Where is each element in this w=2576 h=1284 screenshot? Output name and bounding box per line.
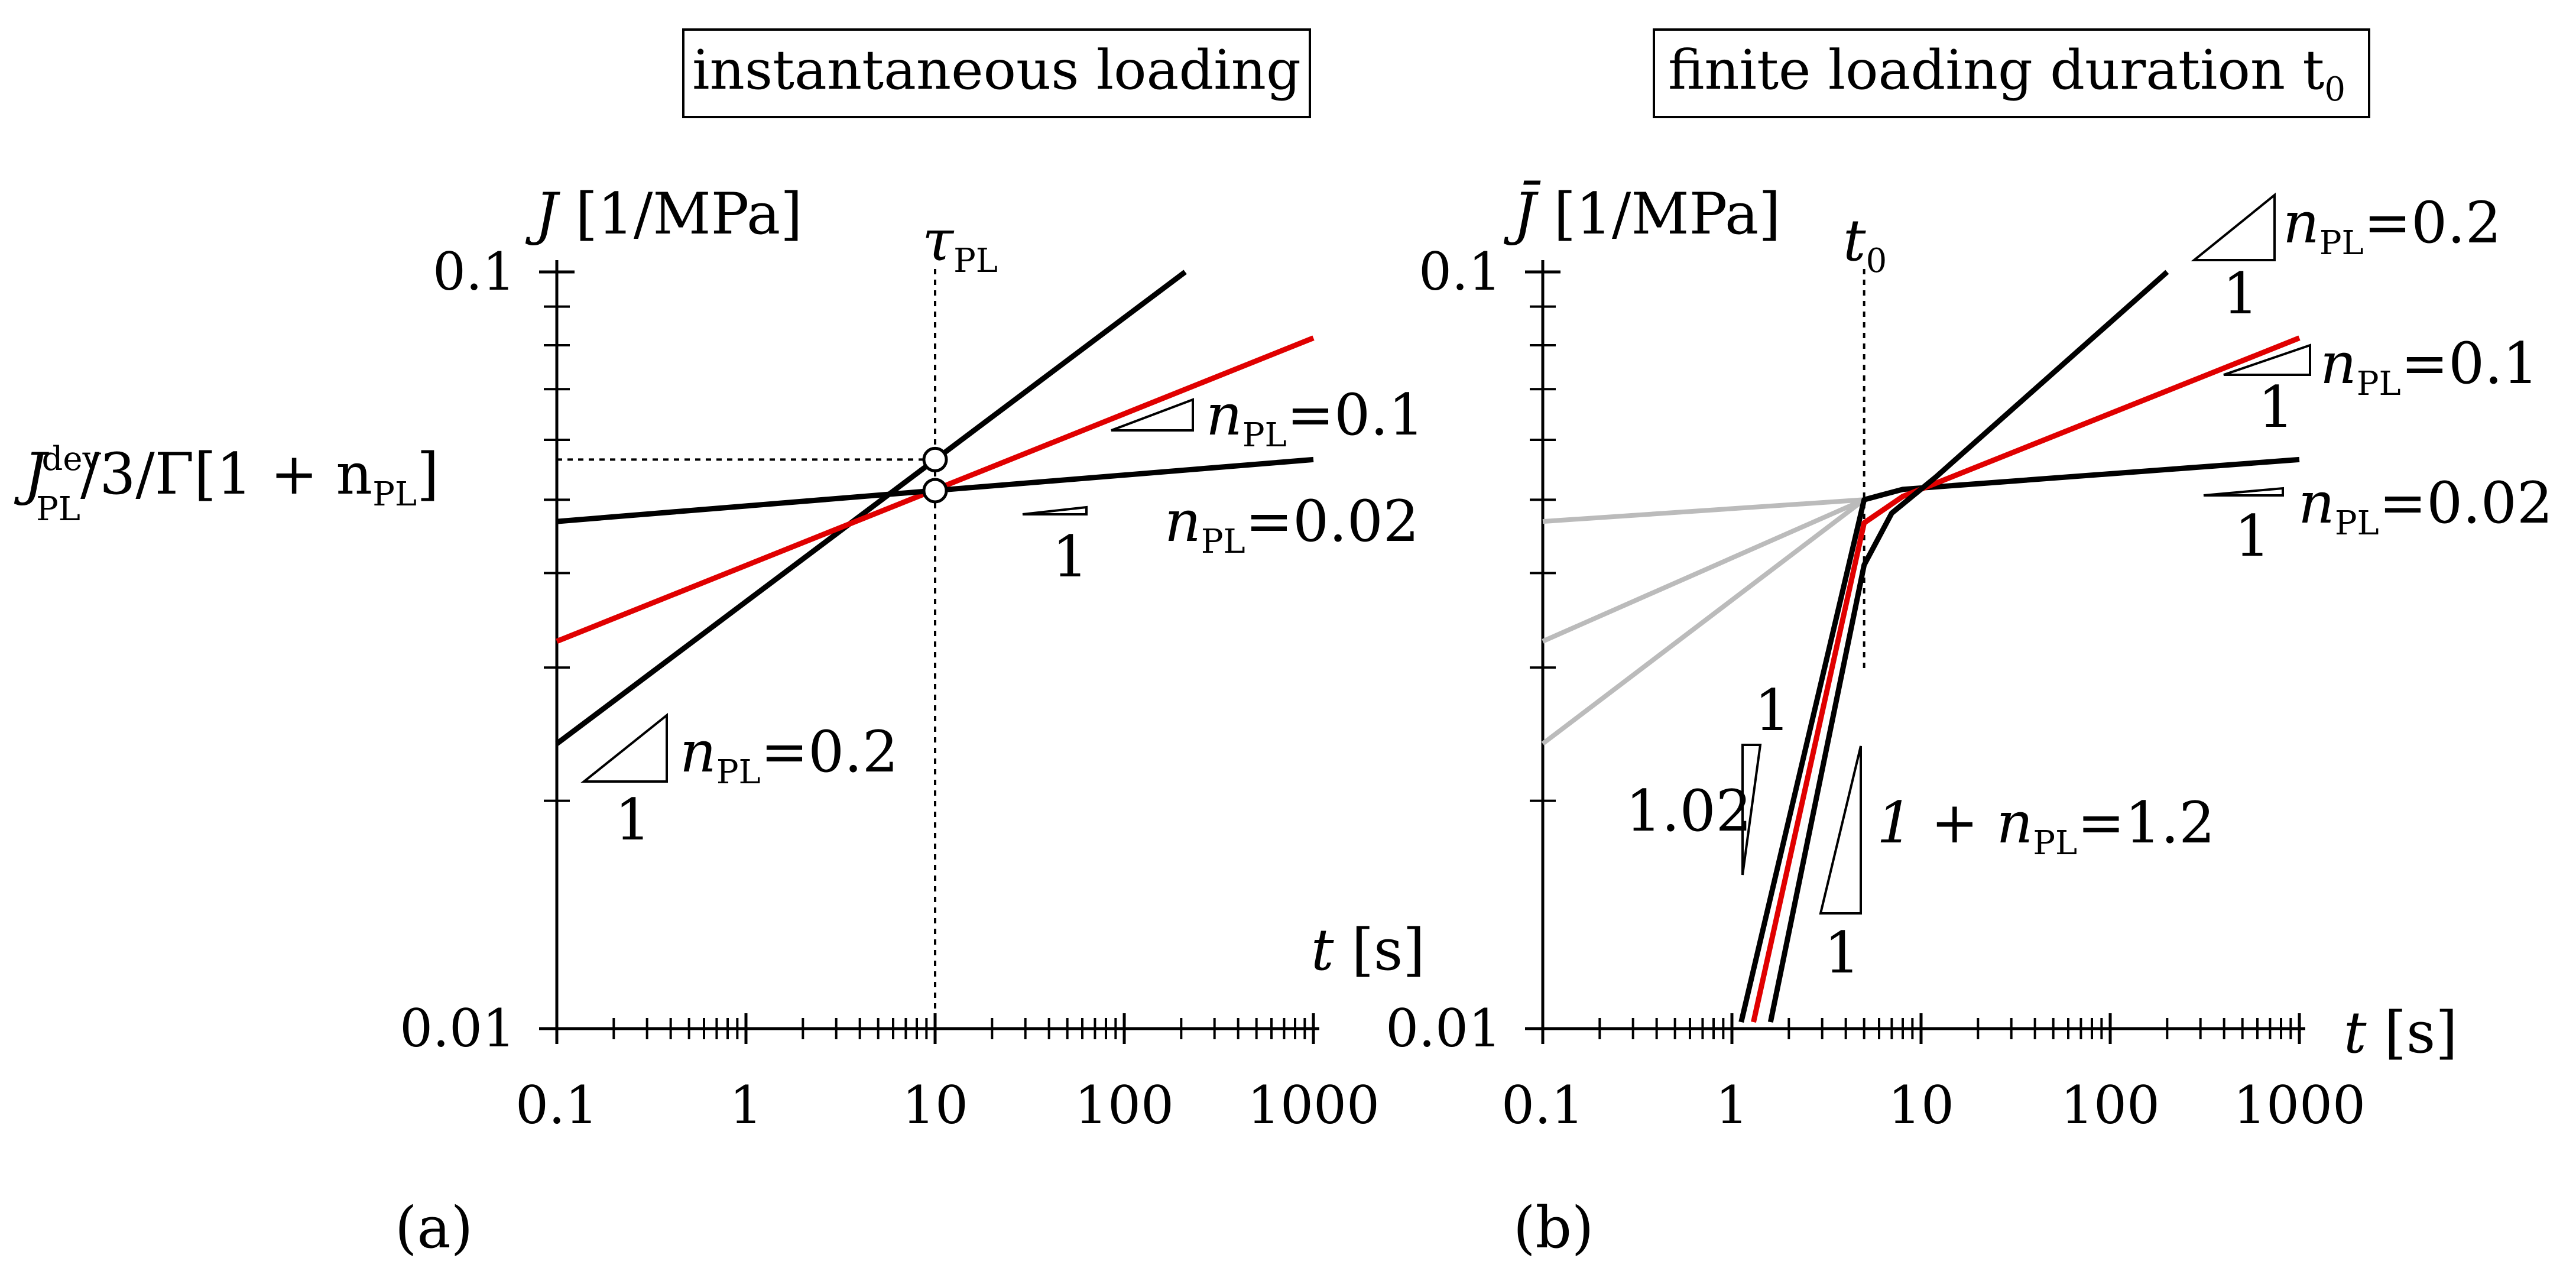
panel-a-slope-triangle-0.2 [580,712,668,783]
x-tick-label: 1 [729,1075,763,1136]
panel-b-ylabel: J̄ [1/MPa] [1503,181,1781,247]
panel-b-slope-run-1.02: 1 [1754,677,1790,744]
intersection-marker [922,446,948,472]
panel-a-label: (a) [395,1195,473,1261]
panel-b-vline-label: t0 [1843,207,1887,280]
x-tick-label: 1000 [2233,1075,2366,1136]
x-tick-label: 10 [1888,1075,1954,1136]
gray-series-line [1542,497,1864,524]
panel-a: instantaneous loading J [1/MPa] t [s] 0.1 1… [14,28,1425,1261]
panel-b-slope-triangle-1.02 [1741,744,1762,876]
x-tick-label: 10 [902,1075,968,1136]
panel-a-slope-label-0.2: nPL=0.2 [680,719,898,792]
panel-b-slope-label-1.02: 1.02 [1626,778,1752,844]
panel-b: finite loading duration t0 J̄ [1/MPa] t [s… [1386,28,2553,1261]
panel-b-slope-label-0.02: nPL=0.02 [2298,470,2553,543]
panel-b-slope-run-0.02: 1 [2234,503,2270,569]
panel-b-slope-label-0.1: nPL=0.1 [2320,330,2539,403]
panel-b-slope-triangle-0.2 [2191,192,2276,261]
series-line-n_PL=0.2 [1767,270,2169,1023]
panel-b-slope-run-0.1: 1 [2258,374,2294,440]
panel-b-series [1541,270,2301,1023]
panel-a-slope-label-0.02: nPL=0.02 [1164,488,1419,561]
panel-b-label: (b) [1513,1195,1594,1261]
panel-a-slope-run-0.02: 1 [1052,524,1088,590]
panel-b-slope-label-1.2: 1 + nPL=1.2 [1877,790,2215,863]
y-tick-label: 0.01 [400,998,515,1059]
panel-a-ylabel: J [1/MPa] [525,181,803,247]
panel-b-title-box [1653,28,2370,118]
y-tick-label: 0.1 [1419,241,1501,302]
gray-series-line [1542,497,1866,644]
y-tick-label: 0.01 [1386,998,1501,1059]
panel-b-slope-run-0.2: 1 [2223,261,2259,327]
x-tick-label: 1 [1715,1075,1748,1136]
panel-b-xlabel: t [s] [2344,1000,2458,1066]
panel-a-vline-label: τPL [922,207,998,280]
panel-a-xlabel: t [s] [1311,917,1425,983]
panel-a-hline-label: Jdev PL/3/Γ[1 + nPL] [14,440,439,528]
series-line-n_PL=0.02 [1738,456,2300,1023]
y-tick-label: 0.1 [433,241,515,302]
x-tick-label: 100 [2061,1075,2160,1136]
panel-b-slope-triangle-1.2 [1819,745,1862,915]
panel-b-slope-run-1.2: 1 [1824,920,1860,986]
panel-a-slope-label-0.1: nPL=0.1 [1206,382,1425,455]
panel-b-slope-triangle-0.1 [2223,343,2311,376]
panel-a-slope-run-0.2: 1 [615,787,651,853]
panel-a-slope-triangle-0.02 [1022,505,1088,515]
x-tick-label: 0.1 [1501,1075,1584,1136]
x-tick-label: 1000 [1247,1075,1380,1136]
intersection-marker [922,478,948,504]
panel-a-title: instantaneous loading [692,38,1301,102]
x-tick-label: 100 [1075,1075,1174,1136]
gray-series-line [1541,498,1866,746]
panel-b-slope-label-0.2: nPL=0.2 [2283,190,2502,262]
panel-a-series [555,270,1315,746]
series-line-n_PL=0.1 [1751,335,2301,1023]
x-tick-label: 0.1 [515,1075,598,1136]
series-line-n_PL=0.2 [555,270,1187,746]
panel-b-title: finite loading duration t0 [1668,38,2345,109]
panel-a-slope-triangle-0.1 [1111,398,1194,432]
panel-b-slope-triangle-0.02 [2203,487,2284,497]
panel-a-title-box [682,28,1311,118]
